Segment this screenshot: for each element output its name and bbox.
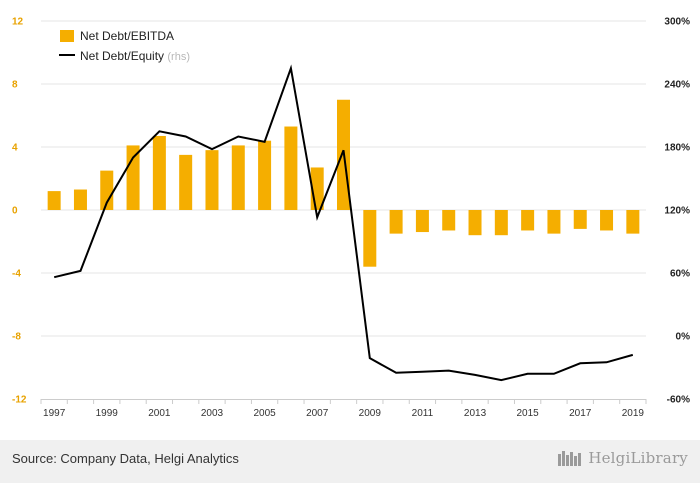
bar-2011 [415, 210, 429, 233]
left-tick-label: 4 [12, 143, 18, 154]
x-tick-label: 2007 [306, 408, 329, 419]
bar-2004 [231, 145, 245, 210]
right-tick-label: 0% [676, 332, 691, 343]
x-tick-label: 2001 [148, 408, 171, 419]
x-tick-label: 2009 [359, 408, 382, 419]
x-tick-label: 2003 [201, 408, 224, 419]
bar-2012 [442, 210, 456, 231]
bar-2000 [126, 145, 140, 210]
left-tick-label: 12 [12, 17, 24, 28]
x-tick-label: 2011 [412, 408, 434, 419]
legend-label-line: Net Debt/Equity (rhs) [80, 49, 190, 63]
legend-label-line-name: Net Debt/Equity [80, 49, 164, 63]
right-tick-label: 120% [664, 206, 690, 217]
bar-series-net-debt-ebitda [47, 99, 640, 267]
bar-2018 [600, 210, 614, 231]
bar-1997 [47, 191, 61, 210]
bar-2013 [468, 210, 482, 236]
bar-2015 [521, 210, 535, 231]
bar-2009 [363, 210, 377, 267]
legend-label-line-note: (rhs) [167, 51, 190, 63]
brand-logo: HelgiLibrary [557, 449, 688, 467]
bar-2017 [573, 210, 587, 229]
left-y-axis-ticks: 12 8 4 0 -4 -8 -12 [12, 17, 27, 406]
x-tick-label: 2015 [517, 408, 540, 419]
combo-chart: 12 8 4 0 -4 -8 -12 300% 240% 180% 120% 60% 0% -60% 1… [12, 17, 690, 420]
footer: Source: Company Data, Helgi Analytics He… [0, 440, 700, 483]
left-tick-label: 8 [12, 80, 18, 91]
right-tick-label: 180% [664, 143, 690, 154]
line-net-debt-equity [53, 64, 634, 382]
bar-1999 [100, 170, 114, 210]
legend-swatch-bar [60, 30, 74, 42]
bar-2003 [205, 150, 219, 210]
source-text: Source: Company Data, Helgi Analytics [12, 451, 239, 466]
library-icon [558, 451, 582, 466]
x-tick-label: 2019 [622, 408, 645, 419]
line-series-net-debt-equity [53, 64, 634, 382]
right-tick-label: -60% [667, 395, 690, 406]
legend: Net Debt/EBITDA Net Debt/Equity (rhs) [59, 29, 190, 63]
legend-label-bar: Net Debt/EBITDA [80, 29, 174, 43]
bar-2016 [547, 210, 561, 234]
right-tick-label: 300% [664, 17, 690, 28]
right-tick-label: 60% [670, 269, 690, 280]
bar-2010 [389, 210, 403, 234]
bar-2002 [179, 154, 193, 210]
brand-text: HelgiLibrary [588, 449, 688, 467]
x-tick-label: 2013 [464, 408, 487, 419]
x-tick-label: 1997 [43, 408, 66, 419]
bar-2005 [258, 140, 272, 210]
bar-1998 [73, 189, 87, 210]
left-tick-label: -12 [12, 395, 27, 406]
left-tick-label: -4 [12, 269, 21, 280]
bar-2014 [494, 210, 508, 236]
x-tick-label: 1999 [96, 408, 119, 419]
left-tick-label: -8 [12, 332, 21, 343]
left-tick-label: 0 [12, 206, 18, 217]
right-tick-label: 240% [664, 80, 690, 91]
x-axis [40, 399, 647, 404]
bar-2006 [284, 126, 298, 210]
x-tick-label: 2005 [253, 408, 276, 419]
bar-2019 [626, 210, 640, 234]
x-axis-ticks: 1997 1999 2001 2003 2005 2007 2009 2011 2013 2015… [43, 408, 644, 419]
bar-2001 [152, 135, 166, 210]
x-tick-label: 2017 [569, 408, 592, 419]
right-y-axis-ticks: 300% 240% 180% 120% 60% 0% -60% [664, 17, 690, 406]
